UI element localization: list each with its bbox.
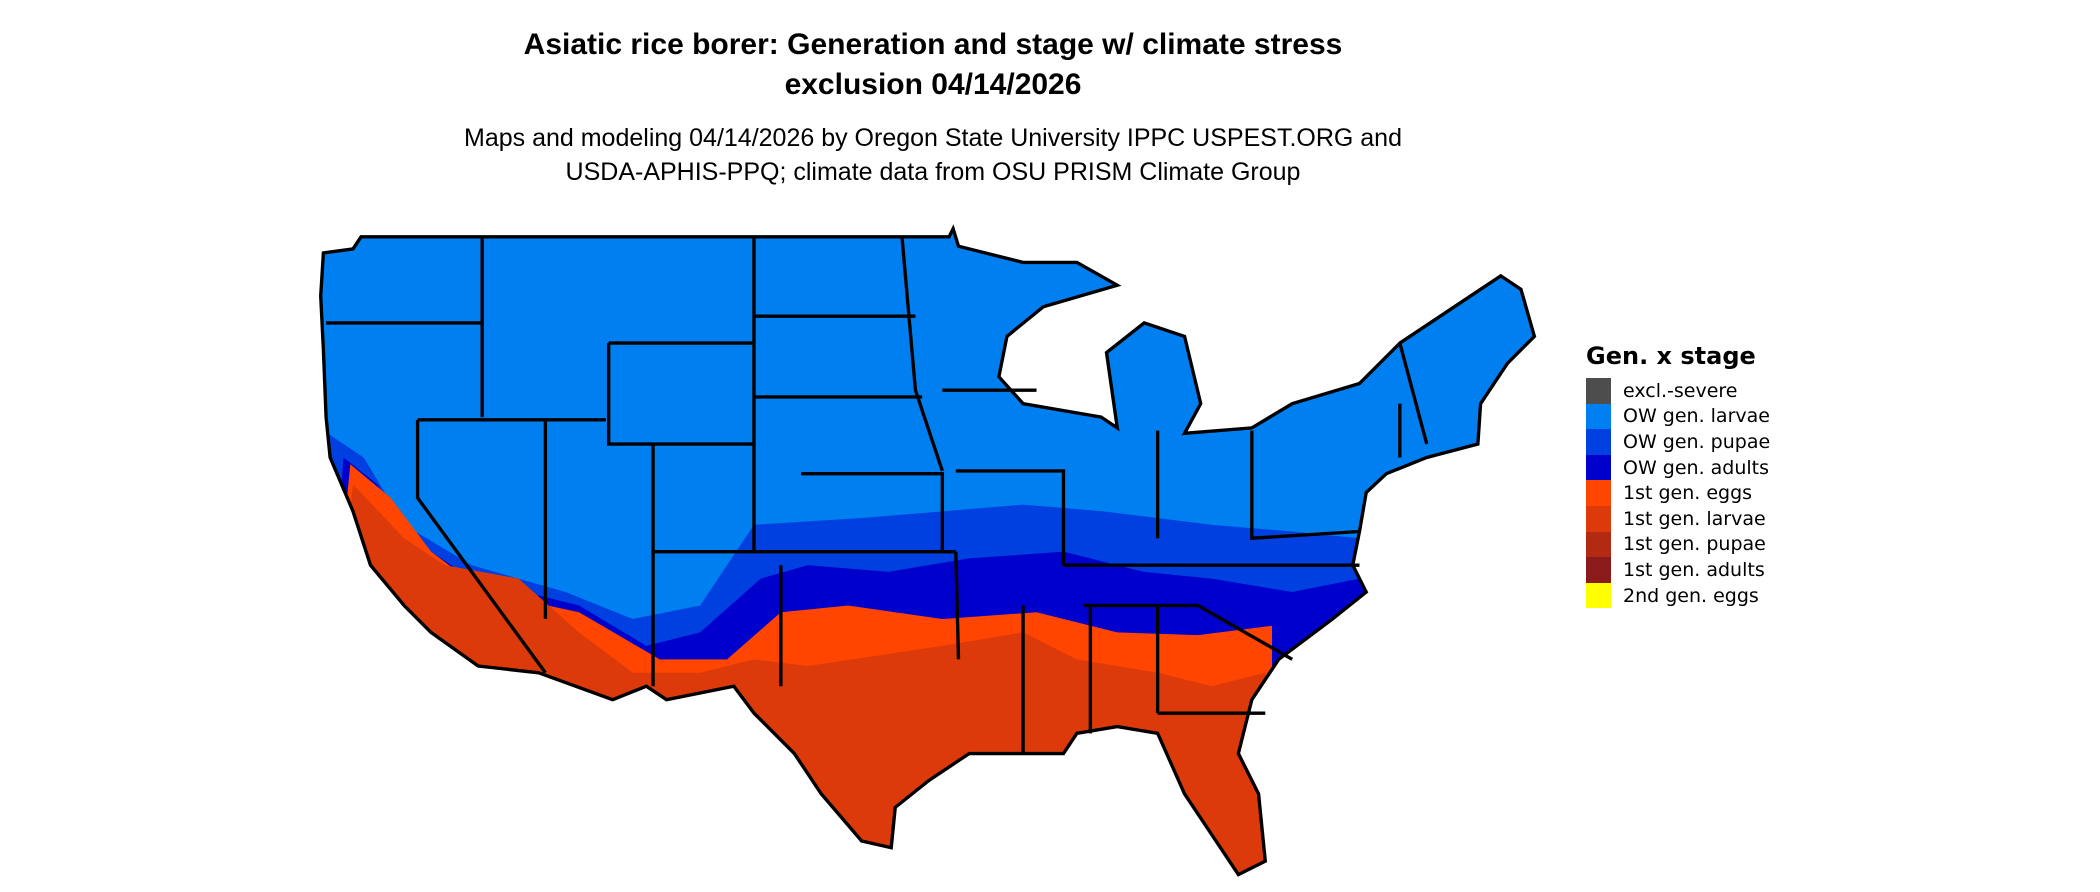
legend-swatch <box>1586 454 1611 481</box>
legend-item: OW gen. larvae <box>1586 403 1770 430</box>
legend-label: excl.-severe <box>1623 379 1738 402</box>
legend-label: 2nd gen. eggs <box>1623 584 1759 607</box>
map-title-line2: exclusion 04/14/2026 <box>784 68 1082 101</box>
legend-item: 2nd gen. eggs <box>1586 582 1770 609</box>
legend-item: 1st gen. eggs <box>1586 480 1770 506</box>
legend-swatch <box>1586 429 1611 455</box>
legend: Gen. x stage excl.-severe OW gen. larvae O… <box>1586 342 1770 609</box>
legend-swatch <box>1586 480 1611 506</box>
legend-label: OW gen. larvae <box>1623 405 1770 428</box>
legend-label: 1st gen. larvae <box>1623 507 1766 530</box>
legend-swatch <box>1586 531 1611 558</box>
legend-swatch <box>1586 582 1611 609</box>
legend-swatch <box>1586 378 1611 404</box>
legend-item: 1st gen. pupae <box>1586 531 1770 558</box>
legend-item: 1st gen. adults <box>1586 557 1770 583</box>
legend-swatch <box>1586 557 1611 583</box>
legend-label: 1st gen. pupae <box>1623 533 1766 556</box>
legend-item: OW gen. adults <box>1586 454 1770 481</box>
subtitle-line1: Maps and modeling 04/14/2026 by Oregon S… <box>464 124 1402 152</box>
legend-label: 1st gen. adults <box>1623 558 1765 581</box>
legend-title: Gen. x stage <box>1586 342 1756 370</box>
legend-item: OW gen. pupae <box>1586 429 1770 455</box>
legend-swatch <box>1586 403 1611 430</box>
legend-label: OW gen. adults <box>1623 456 1770 479</box>
map-title-line1: Asiatic rice borer: Generation and stage… <box>523 28 1343 61</box>
legend-swatch <box>1586 505 1611 532</box>
state-boundaries <box>319 227 1537 877</box>
legend-item: excl.-severe <box>1586 378 1770 404</box>
legend-label: 1st gen. eggs <box>1623 482 1753 505</box>
legend-item: 1st gen. larvae <box>1586 505 1770 532</box>
subtitle-line2: USDA-APHIS-PPQ; climate data from OSU PR… <box>565 158 1301 186</box>
legend-label: OW gen. pupae <box>1623 430 1771 453</box>
